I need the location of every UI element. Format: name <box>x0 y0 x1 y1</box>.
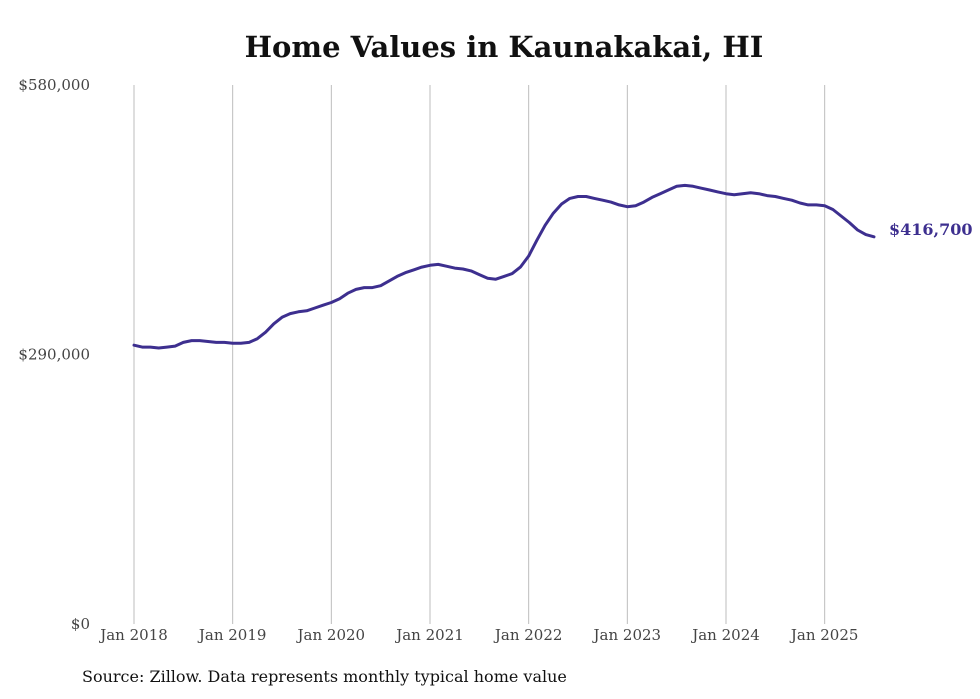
chart-title: Home Values in Kaunakakai, HI <box>244 30 764 64</box>
x-tick-label: Jan 2020 <box>296 626 366 644</box>
x-tick-label: Jan 2025 <box>789 626 859 644</box>
x-tick-label: Jan 2022 <box>493 626 563 644</box>
x-tick-label: Jan 2021 <box>394 626 464 644</box>
y-tick-label: $580,000 <box>18 76 90 94</box>
x-tick-label: Jan 2018 <box>98 626 168 644</box>
y-tick-label: $290,000 <box>18 346 90 364</box>
x-tick-label: Jan 2024 <box>690 626 760 644</box>
y-tick-label: $0 <box>71 615 90 633</box>
x-tick-label: Jan 2023 <box>592 626 662 644</box>
x-tick-label: Jan 2019 <box>197 626 267 644</box>
end-value-label: $416,700 <box>889 220 973 239</box>
source-note: Source: Zillow. Data represents monthly … <box>82 667 567 686</box>
series-line <box>132 183 876 350</box>
